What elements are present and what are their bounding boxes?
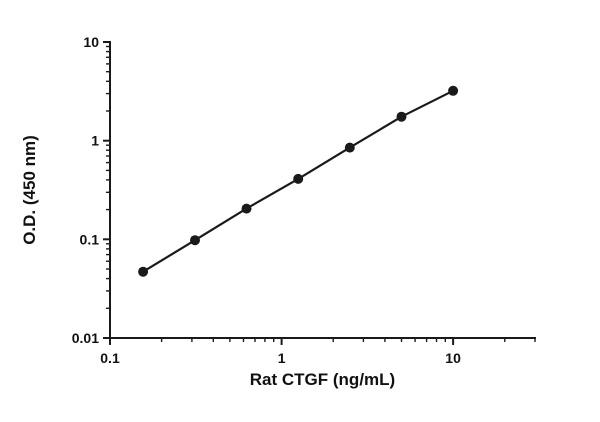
data-point (138, 266, 149, 277)
x-tick-label: 0.1 (100, 350, 120, 366)
data-point (190, 235, 200, 246)
data-point (344, 142, 355, 153)
y-tick-label: 10 (83, 34, 99, 50)
data-point (396, 111, 407, 122)
x-tick-label: 1 (278, 350, 286, 366)
data-point (293, 173, 304, 184)
y-tick-label: 0.1 (80, 231, 100, 247)
y-tick-label: 1 (91, 133, 99, 149)
data-point (241, 203, 252, 214)
data-point (448, 85, 459, 96)
x-axis-label: Rat CTGF (ng/mL) (249, 370, 396, 389)
y-axis-label: O.D. (450 nm) (20, 135, 39, 245)
y-tick-label: 0.01 (72, 330, 99, 346)
x-tick-label: 10 (445, 350, 461, 366)
